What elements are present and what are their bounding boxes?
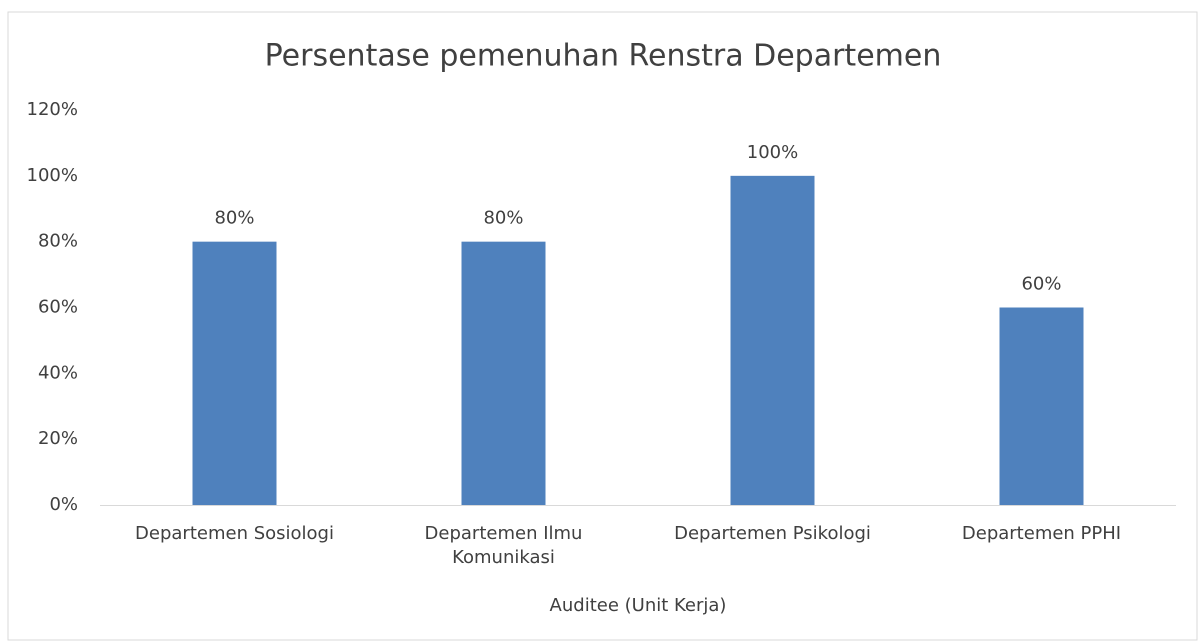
x-tick-label: Departemen Psikologi [674, 523, 871, 544]
y-tick-label: 100% [27, 165, 78, 186]
chart-title: Persentase pemenuhan Renstra Departemen [265, 39, 942, 74]
data-label: 100% [747, 142, 798, 163]
bar [730, 175, 815, 506]
data-label: 80% [483, 208, 523, 229]
y-tick-label: 40% [38, 362, 78, 383]
y-tick-label: 20% [38, 428, 78, 449]
x-tick-label: Departemen Sosiologi [135, 523, 334, 544]
y-tick-label: 80% [38, 231, 78, 252]
bar [192, 241, 277, 505]
data-label: 60% [1021, 274, 1061, 295]
x-tick-label: Departemen PPHI [961, 523, 1122, 544]
y-tick-label: 60% [38, 297, 78, 318]
bar [999, 307, 1084, 505]
x-tick-label: Departemen Ilmu Komunikasi [424, 523, 583, 568]
y-tick-label: 120% [27, 99, 78, 120]
x-axis-title: Auditee (Unit Kerja) [550, 595, 727, 616]
y-tick-label: 0% [49, 494, 78, 515]
bar [461, 241, 546, 505]
data-label: 80% [214, 208, 254, 229]
